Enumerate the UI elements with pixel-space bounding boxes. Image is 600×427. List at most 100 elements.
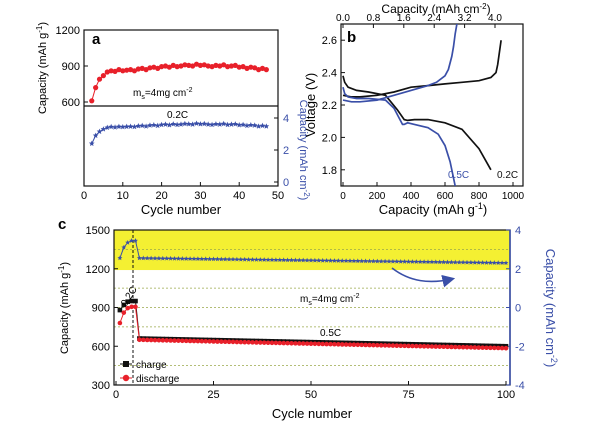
panel-c-discharge-point (195, 338, 201, 344)
panel-c-discharge-point (394, 343, 400, 348)
panel-a-bottom-point (116, 123, 122, 130)
panel-a-top-point (252, 65, 258, 71)
panel-c-areal-point (374, 258, 380, 264)
panel-c-discharge-point (172, 338, 177, 343)
panel-c-areal-point (316, 257, 322, 263)
panel-c-charge-point (125, 299, 130, 304)
panel-c-areal-point (265, 257, 271, 262)
panel-a-top-point (213, 62, 219, 68)
panel-c-areal-point (448, 259, 454, 265)
panel-a-bottom-point (209, 121, 215, 128)
panel-c-areal-point (121, 244, 127, 250)
panel-c-areal-point (172, 255, 177, 261)
panel-c-right-ytick-label: 0 (515, 303, 521, 315)
panel-c-areal-point (499, 260, 505, 265)
panel-c-right-ytick-label: -2 (515, 341, 525, 353)
legend-charge-marker (123, 361, 129, 367)
panel-a-bottom-point (255, 123, 262, 129)
panel-c-discharge-point (230, 339, 236, 345)
panel-c-discharge-point (211, 339, 216, 344)
panel-c-discharge-point (316, 341, 322, 347)
panel-c-discharge-point (445, 344, 450, 350)
panel-b-xtick-label: 400 (403, 191, 420, 202)
panel-b-top-xtick-label: 3.2 (458, 13, 472, 24)
panel-c-discharge-point (160, 338, 166, 343)
panel-b-curves (342, 24, 502, 186)
panel-a-top-point (228, 63, 235, 69)
panel-c-areal-point (164, 255, 170, 261)
panel-c-areal-point (339, 258, 345, 263)
panel-c-areal-point (308, 257, 314, 263)
panel-c-areal-point (421, 259, 427, 264)
panel-a-bottom-ytick-label: 4 (283, 113, 289, 125)
panel-c-discharge-point (472, 345, 478, 350)
panel-c-areal-point (300, 257, 306, 263)
legend-charge-label: charge (136, 360, 167, 371)
panel-c-areal-point (378, 258, 384, 264)
panel-c-discharge-point (406, 343, 411, 349)
panel-a-xtick-label: 0 (81, 190, 87, 202)
panel-a-mass-annotation: ms=4mg cm-2 (133, 87, 193, 101)
panel-b-xtick-label: 800 (471, 191, 488, 202)
panel-c-arrow (391, 267, 456, 288)
panel-a-bottom-point (228, 121, 235, 127)
panel-a-bottom-point (162, 121, 169, 127)
panel-c-series (117, 238, 509, 351)
panel-c-areal-point (495, 260, 501, 265)
panel-c-areal-point (335, 258, 341, 263)
panel-c-discharge-point (437, 344, 443, 349)
panel-c-discharge-point (363, 342, 368, 348)
panel-b-top-xtick-label: 4.0 (488, 13, 502, 24)
panel-c-charge-point (121, 302, 127, 308)
panel-a-bottom-point (220, 120, 227, 127)
panel-a-bottom-point (236, 122, 243, 128)
panel-b-02c-label: 0.2C (497, 170, 518, 181)
panel-c-discharge-point (460, 344, 466, 350)
panel-c-areal-point (191, 256, 197, 261)
panel-c-areal-point (230, 256, 236, 262)
panel-c-discharge-point (304, 341, 310, 346)
panel-c-discharge-point (219, 339, 224, 344)
panel-c-charge-point (129, 298, 134, 304)
panel-c: c 300 600 900 1200 1500 -4 -2 0 2 4 0 25 50 75 100 0… (57, 216, 559, 421)
panel-a-top-point (124, 67, 130, 73)
panel-c-discharge-point (207, 339, 212, 344)
panel-c-areal-point (148, 255, 154, 261)
panel-c-areal-point (347, 258, 353, 263)
panel-a-top-point (174, 64, 180, 70)
panel-c-discharge-point (402, 343, 407, 349)
panel-c-discharge-point (117, 320, 123, 326)
panel-c-discharge-point (492, 345, 497, 351)
panel-c-areal-point (195, 256, 201, 261)
panel-c-discharge-point (238, 339, 244, 345)
panel-a-bottom-point (88, 140, 95, 147)
panel-a-top-point (108, 68, 114, 74)
panel-b-xtick-label: 200 (369, 191, 386, 202)
panel-b-xlabel: Capacity (mAh g-1) (379, 201, 487, 217)
panel-c-discharge-point (261, 340, 267, 345)
panel-a-bottom-point (197, 121, 204, 127)
panel-c-areal-point (503, 260, 509, 266)
panel-c-discharge-point (289, 340, 294, 346)
panel-b-top-xtick-label: 1.6 (397, 13, 411, 24)
panel-a-bottom-point (178, 121, 184, 127)
panel-c-areal-point (136, 255, 142, 261)
panel-c-discharge-point (164, 338, 169, 343)
panel-a-xticks: 0 10 20 30 40 50 (81, 182, 284, 202)
panel-c-xlabel: Cycle number (272, 406, 353, 421)
panel-c-discharge-point (476, 345, 482, 350)
panel-c-areal-point (445, 259, 450, 265)
panel-c-areal-point (417, 259, 423, 264)
panel-a-bottom-point (147, 122, 153, 128)
panel-c-areal-point (464, 259, 470, 265)
panel-a-top-point (236, 64, 242, 70)
panel-a-top-point (155, 65, 161, 71)
panel-a-bottom-point (154, 122, 161, 129)
panel-a-bottom-point (166, 122, 173, 128)
panel-a-top-point (186, 62, 192, 68)
panel-c-discharge-point (367, 342, 372, 348)
panel-c-xticks: 0 25 50 75 100 (113, 381, 515, 401)
panel-c-ytick-label: 600 (92, 341, 110, 353)
panel-c-discharge-point (308, 341, 314, 347)
panel-a-bottom-point (185, 121, 192, 127)
